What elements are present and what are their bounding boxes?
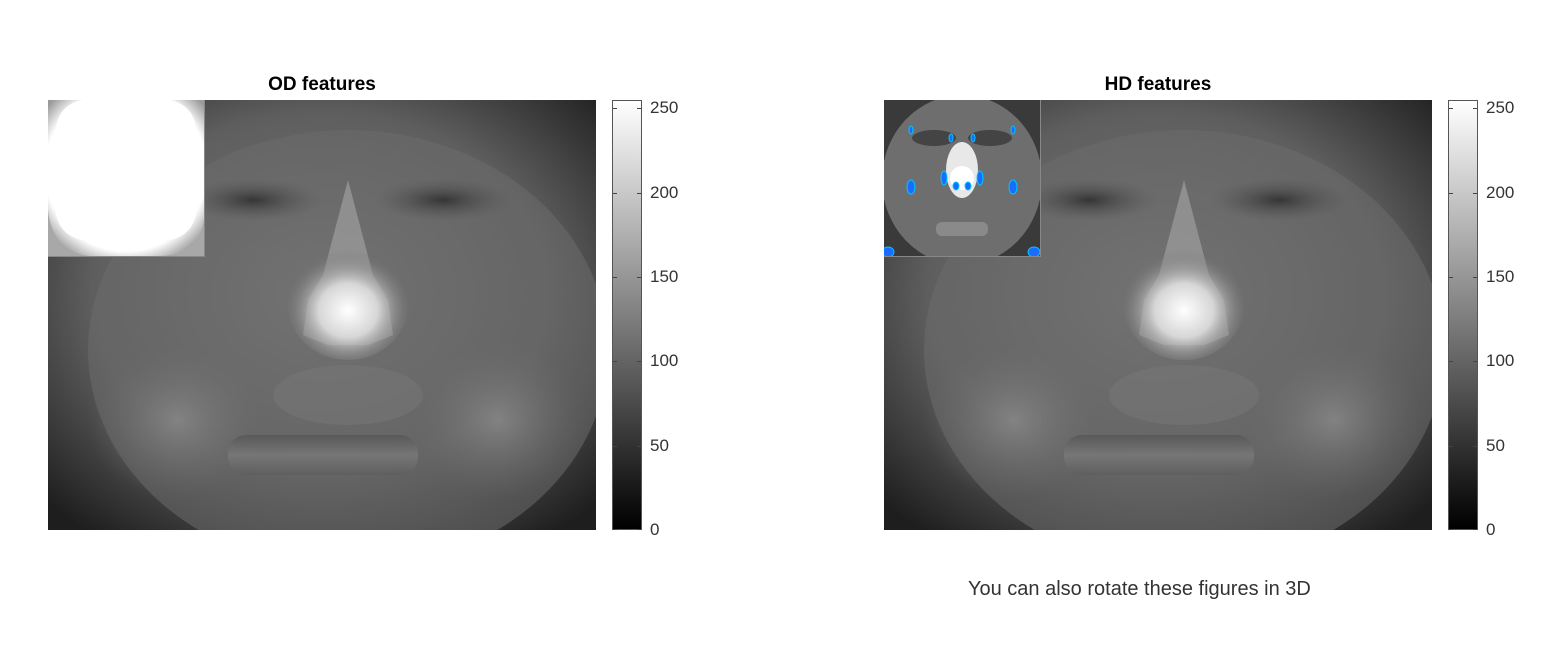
hd-colorbar [1448,100,1478,530]
colorbar-tick-label: 50 [650,435,669,455]
colorbar-tick [613,108,617,110]
colorbar-tick-label: 100 [650,351,679,371]
feature-marker [964,181,972,191]
od-features-title: OD features [268,74,376,95]
rotate-caption: You can also rotate these figures in 3D [968,578,1311,600]
colorbar-tick [613,529,617,530]
colorbar-tick [637,277,641,279]
feature-marker [1010,125,1016,135]
colorbar-tick [613,192,617,194]
colorbar-tick-label: 150 [1486,267,1515,287]
colorbar-tick-label: 250 [1486,98,1515,118]
colorbar-tick [1473,108,1477,110]
feature-marker [908,125,914,135]
feature-marker [1008,179,1018,195]
feature-marker [976,170,984,186]
feature-marker [952,181,960,191]
feature-marker [970,133,976,143]
od-colorbar [612,100,642,530]
colorbar-tick [1473,192,1477,194]
hd-inset-face [884,100,1040,256]
colorbar-tick [1449,361,1453,363]
colorbar-tick-label: 50 [1486,435,1505,455]
colorbar-tick-label: 150 [650,267,679,287]
hd-features-image[interactable] [884,100,1432,530]
colorbar-tick [613,361,617,363]
colorbar-tick-label: 0 [650,520,660,539]
colorbar-tick [637,108,641,110]
feature-marker [948,133,954,143]
colorbar-tick-label: 0 [1486,520,1496,539]
colorbar-tick [637,192,641,194]
colorbar-tick [1473,277,1477,279]
colorbar-tick [637,361,641,363]
colorbar-tick [637,445,641,447]
colorbar-tick-label: 250 [650,98,679,118]
colorbar-tick-label: 200 [650,182,679,202]
colorbar-tick [1449,529,1453,530]
hd-feature-markers [884,125,1040,256]
colorbar-tick [1449,277,1453,279]
colorbar-tick [1473,529,1477,530]
od-inset-mask [48,100,204,256]
colorbar-tick [637,529,641,530]
feature-marker [884,246,895,256]
hd-inset-image [884,100,1041,257]
colorbar-tick-label: 100 [1486,351,1515,371]
colorbar-tick [1449,445,1453,447]
hd-features-title: HD features [1104,74,1212,95]
feature-marker [940,170,948,186]
colorbar-tick [1449,192,1453,194]
colorbar-tick [1449,108,1453,110]
od-features-image[interactable] [48,100,596,530]
colorbar-tick [613,445,617,447]
colorbar-tick [613,277,617,279]
feature-marker [906,179,916,195]
feature-marker [1027,246,1040,256]
colorbar-tick [1473,445,1477,447]
od-inset-image [48,100,205,257]
colorbar-tick-label: 200 [1486,182,1515,202]
colorbar-tick [1473,361,1477,363]
